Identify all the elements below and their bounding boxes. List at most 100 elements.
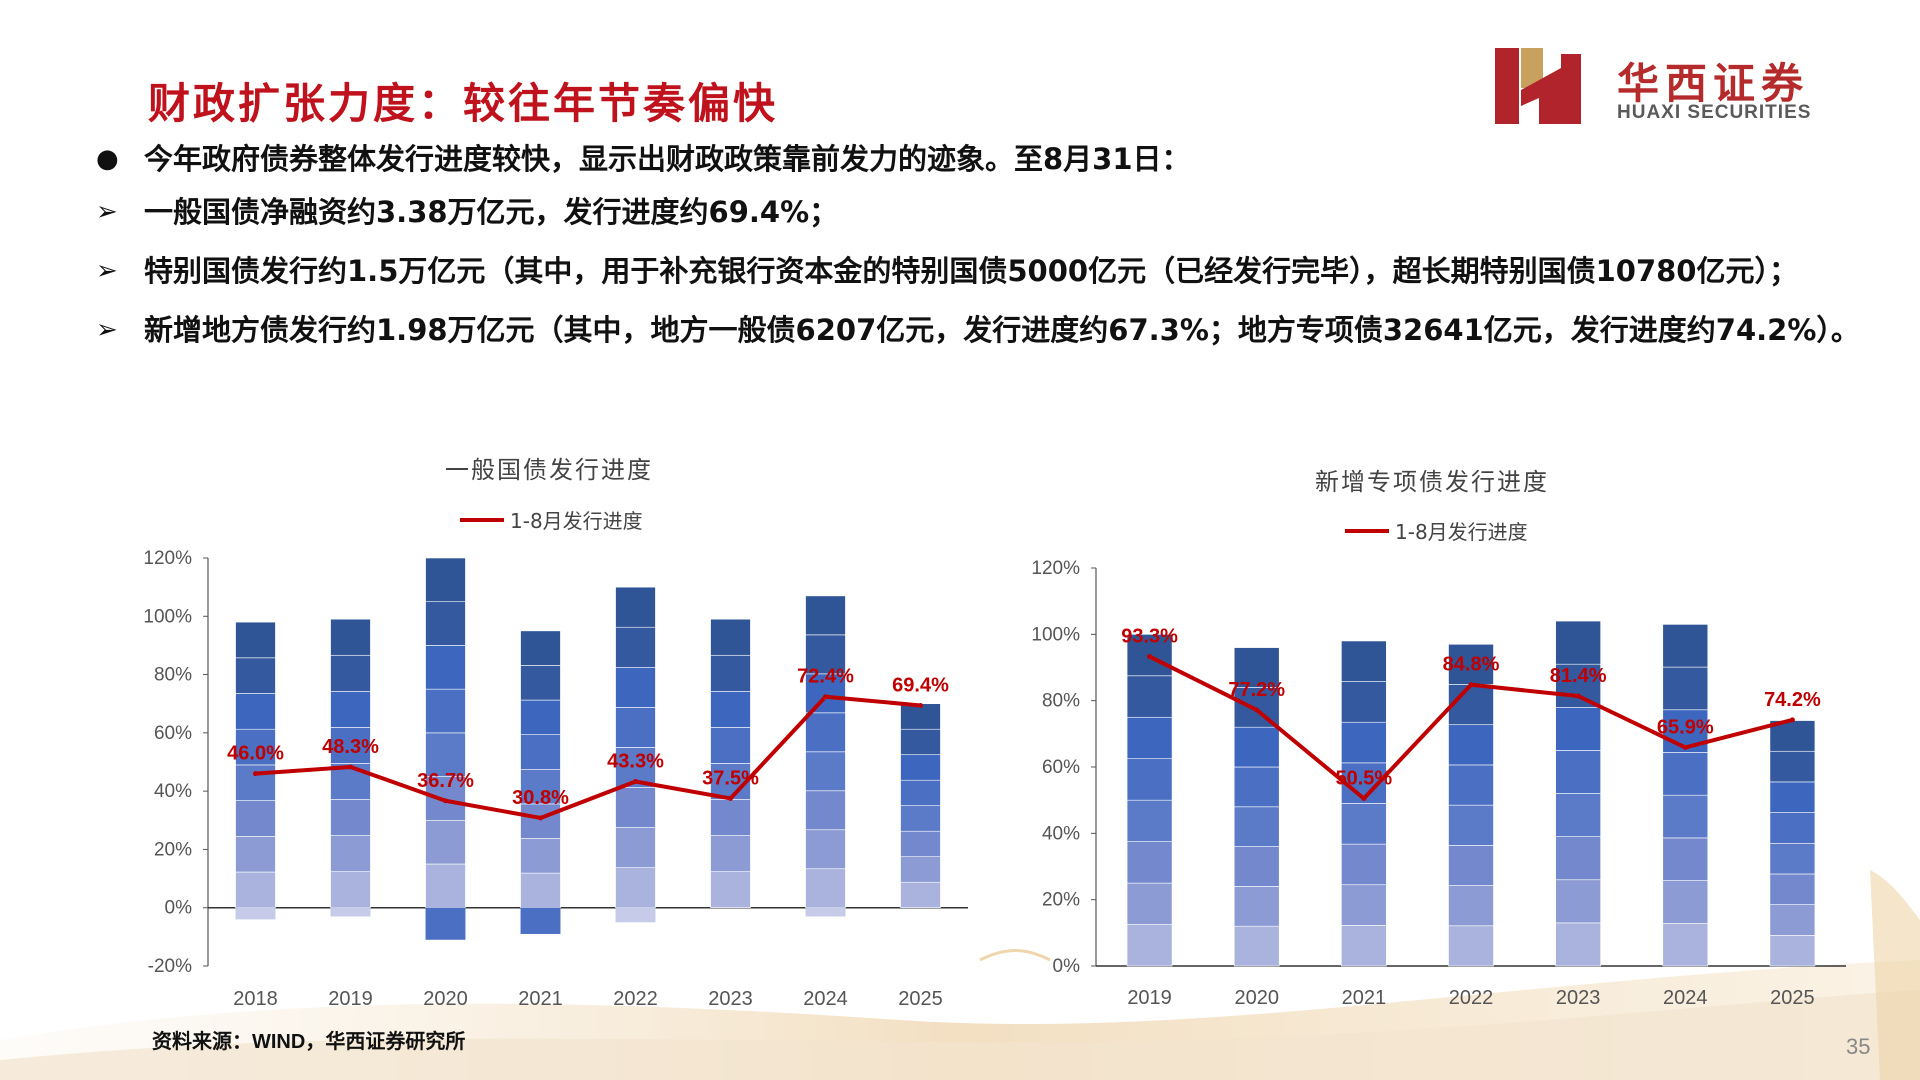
- bar-segment: [235, 800, 276, 837]
- bar-segment: [520, 699, 561, 735]
- line-point: [253, 771, 258, 777]
- bar-segment: [1662, 922, 1709, 967]
- bar-segment: [1448, 925, 1494, 967]
- chart-title-2: 新增专项债发行进度: [1315, 468, 1549, 496]
- bar-segment: [330, 654, 371, 692]
- bar-segment: [1126, 675, 1173, 718]
- bar-segment: [1769, 873, 1816, 905]
- bar-segment: [615, 827, 656, 868]
- bar-segment: [1448, 885, 1494, 927]
- line-point: [918, 702, 923, 708]
- line-point: [1147, 654, 1153, 660]
- legend-label: 1-8月发行进度: [1395, 520, 1528, 544]
- bar-segment: [805, 595, 846, 636]
- data-label: 43.3%: [607, 751, 664, 773]
- bar-segment: [900, 805, 941, 832]
- bar-segment: [900, 754, 941, 781]
- y-tick-label: 100%: [1031, 624, 1080, 645]
- x-tick-label: 2023: [708, 988, 753, 1010]
- bar-segment: [520, 665, 561, 701]
- bar-negative-segment: [330, 907, 371, 917]
- bar-segment: [805, 634, 846, 675]
- line-point: [538, 815, 543, 821]
- x-tick-label: 2024: [803, 988, 848, 1010]
- bar-segment: [710, 654, 751, 692]
- bar-segment: [425, 688, 466, 734]
- y-tick-label: 0%: [165, 898, 193, 919]
- line-point: [1254, 707, 1260, 713]
- data-label: 69.4%: [892, 674, 949, 696]
- bar-negative-segment: [235, 907, 276, 920]
- bar-segment: [330, 871, 371, 909]
- bar-segment: [1341, 681, 1387, 723]
- bullet-item: ➢ 新增地方债发行约1.98万亿元（其中，地方一般债6207亿元，发行进度约67…: [96, 311, 1876, 350]
- y-tick-label: 0%: [1053, 956, 1081, 977]
- bar-segment: [1555, 836, 1601, 881]
- bar-segment: [1341, 721, 1387, 764]
- bar-segment: [615, 586, 656, 628]
- bar-segment: [710, 727, 751, 764]
- bar-negative-segment: [425, 907, 466, 940]
- bullet-text: 特别国债发行约1.5万亿元（其中，用于补充银行资本金的特别国债5000亿元（已经…: [144, 254, 1798, 288]
- bar-segment: [805, 868, 846, 909]
- data-label: 46.0%: [227, 743, 284, 765]
- bar-segment: [1233, 846, 1280, 887]
- y-tick-label: 60%: [154, 723, 192, 744]
- bar-segment: [1555, 922, 1601, 967]
- bar-segment: [1555, 663, 1601, 708]
- bar-segment: [1448, 845, 1494, 886]
- bar-segment: [1769, 842, 1816, 875]
- chart-title-1: 一般国债发行进度: [445, 456, 653, 484]
- arrow-bullet-icon: ➢: [96, 256, 118, 286]
- bar-segment: [1662, 880, 1709, 924]
- bar-segment: [330, 727, 371, 764]
- bar-segment: [1555, 879, 1601, 924]
- bar-segment: [1769, 904, 1816, 936]
- x-tick-label: 2025: [898, 988, 943, 1010]
- y-tick-label: 120%: [143, 548, 192, 569]
- bar-segment: [900, 830, 941, 858]
- bar-segment: [1126, 799, 1173, 842]
- chart-1: -20% 0% 20% 40% 60% 80% 100% 120% 2018 2019 2020 20…: [143, 548, 968, 1010]
- arrow-bullet-icon: ➢: [96, 197, 118, 227]
- line-point: [1575, 693, 1581, 699]
- bar-segment: [425, 557, 466, 603]
- bar-segment: [615, 707, 656, 748]
- bar-segment: [1448, 804, 1494, 846]
- logo-name-en: HUAXI SECURITIES: [1617, 102, 1812, 123]
- bar-segment: [1126, 841, 1173, 884]
- bar-segment: [1341, 803, 1387, 845]
- bullet-item: ➢ 一般国债净融资约3.38万亿元，发行进度约69.4%；: [96, 193, 1876, 232]
- y-tick-label: 20%: [1042, 890, 1080, 911]
- bar-segment: [900, 856, 941, 883]
- bar-segment: [710, 691, 751, 728]
- data-label: 74.2%: [1764, 689, 1821, 711]
- data-label: 36.7%: [417, 770, 474, 792]
- bar-segment: [900, 881, 941, 909]
- data-label: 30.8%: [512, 787, 569, 809]
- bar-segment: [1448, 724, 1494, 766]
- bar-segment: [1233, 886, 1280, 927]
- bar-segment: [425, 732, 466, 777]
- bar-segment: [425, 863, 466, 909]
- bar-negative-segment: [615, 907, 656, 923]
- bar-segment: [330, 799, 371, 836]
- bar-segment: [330, 691, 371, 728]
- y-tick-label: 20%: [154, 839, 192, 860]
- bar-segment: [900, 703, 941, 730]
- line-point: [823, 694, 828, 700]
- line-point: [1789, 717, 1795, 723]
- bar-negative-segment: [805, 907, 846, 917]
- bar-segment: [235, 764, 276, 801]
- bar-segment: [1555, 620, 1601, 665]
- bar-segment: [235, 871, 276, 909]
- bar-negative-segment: [520, 907, 561, 934]
- bar-segment: [425, 819, 466, 865]
- bar-segment: [520, 734, 561, 770]
- line-point: [348, 764, 353, 770]
- x-tick-label: 2020: [423, 988, 468, 1010]
- bar-segment: [1126, 882, 1173, 925]
- y-tick-label: 40%: [154, 781, 192, 802]
- line-point: [633, 779, 638, 785]
- arrow-bullet-icon: ➢: [96, 315, 118, 345]
